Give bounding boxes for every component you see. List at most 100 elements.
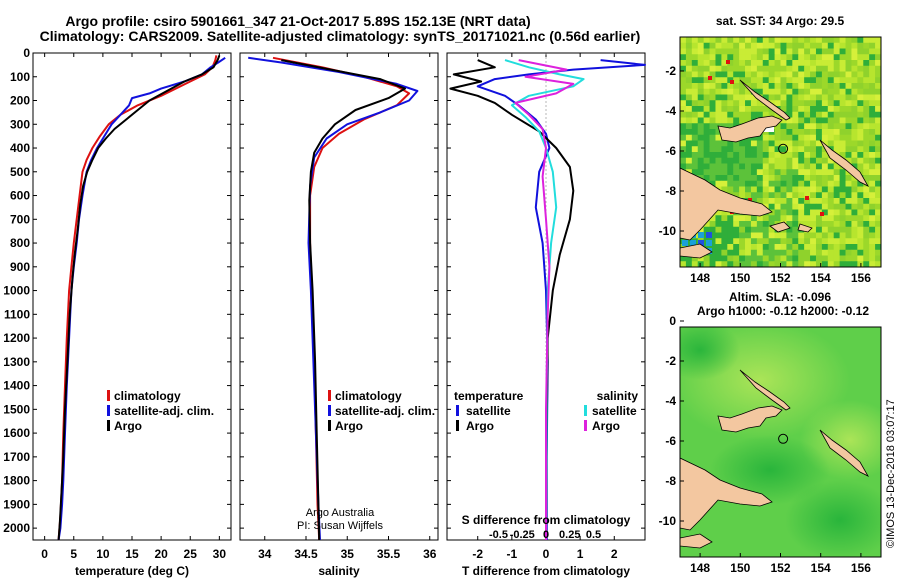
x-tick-label: 0 [41, 547, 48, 561]
legend-label-satellite: satellite-adj. clim. [335, 404, 435, 418]
temperature-axis-label: temperature (deg C) [75, 564, 189, 578]
y-tick-label: 300 [10, 117, 30, 131]
legend-swatch-argo [328, 420, 331, 431]
legend-swatch-argo [107, 420, 110, 431]
credit-org: Argo Australia [306, 507, 375, 519]
legend-label-t-satellite: satellite [466, 404, 511, 418]
map-x-tick-label: 150 [730, 271, 750, 285]
salinity-profile-marks: 34 34.5 35 35.5 36 [240, 52, 438, 561]
sst-argo-marker [778, 143, 789, 154]
y-tick-label: 700 [10, 212, 30, 226]
x-tick-label: 34 [258, 547, 272, 561]
sla-map-title: Altim. SLA: -0.096 [729, 290, 831, 304]
difference-legend: temperature satellite Argo salinity sate… [454, 389, 638, 433]
y-tick-label: 1500 [3, 402, 30, 416]
y-tick-label: 1800 [3, 474, 30, 488]
x-tick-label: 36 [423, 547, 437, 561]
map-y-tick-label: -8 [665, 184, 676, 198]
series-line-s-argo [514, 59, 575, 540]
legend-label-t-argo: Argo [466, 419, 494, 433]
x-tick-label: 25 [184, 547, 198, 561]
map-x-tick-label: 152 [770, 271, 790, 285]
header-line-2: Climatology: CARS2009. Satellite-adjuste… [40, 28, 641, 44]
map-y-tick-label: -4 [665, 394, 676, 408]
sst-map-title: sat. SST: 34 Argo: 29.5 [716, 14, 845, 28]
x-tick-label: 30 [213, 547, 227, 561]
difference-profile-marks: -2 -1 0 1 2 [447, 52, 646, 561]
legend-label-climatology: climatology [114, 389, 181, 403]
map-x-tick-label: 154 [811, 561, 831, 575]
legend-swatch-s-satellite [584, 405, 587, 416]
map-x-tick-label: 156 [851, 561, 871, 575]
map-x-tick-label: 148 [690, 561, 710, 575]
sla-map-subtitle: Argo h1000: -0.12 h2000: -0.12 [697, 304, 869, 318]
temperature-legend: climatology satellite-adj. clim. Argo [107, 389, 214, 433]
x-tick-label: 10 [96, 547, 110, 561]
series-line-climatology [57, 55, 218, 541]
y-tick-label: 2000 [3, 521, 30, 535]
map-y-tick-label: -2 [665, 64, 676, 78]
legend-label-s-argo: Argo [592, 419, 620, 433]
temperature-profile-marks: 0100200300400500600700800900100011001200… [3, 46, 231, 561]
x-tick-label: 20 [154, 547, 168, 561]
legend-title-salinity: salinity [597, 389, 639, 403]
map-y-tick-label: 0 [669, 314, 676, 328]
sst-land [680, 79, 870, 259]
sst-map [680, 37, 881, 267]
map-y-tick-label: -10 [659, 224, 677, 238]
sla-land [680, 369, 870, 549]
y-tick-label: 1900 [3, 497, 30, 511]
legend-label-argo: Argo [114, 419, 142, 433]
s-tick-label: -0.5 [489, 529, 508, 541]
y-tick-label: 1300 [3, 355, 30, 369]
x-tick-label: -1 [507, 547, 518, 561]
x-tick-label: -2 [472, 547, 483, 561]
x-tick-label: 35.5 [377, 547, 401, 561]
x-tick-label: 35 [341, 547, 355, 561]
legend-label-climatology: climatology [335, 389, 402, 403]
legend-label-satellite: satellite-adj. clim. [114, 404, 214, 418]
salinity-axis-label: salinity [318, 564, 360, 578]
series-line-satellite-adj-clim- [248, 56, 419, 541]
temperature-panel [32, 52, 232, 541]
map-y-tick-label: -4 [665, 104, 676, 118]
x-tick-label: 5 [70, 547, 77, 561]
map-y-tick-label: -6 [665, 144, 676, 158]
legend-swatch-s-argo [584, 420, 587, 431]
x-tick-label: 2 [611, 547, 618, 561]
map-x-tick-label: 156 [851, 271, 871, 285]
legend-swatch-climatology [107, 390, 110, 401]
legend-swatch-satellite [107, 405, 110, 416]
map-y-tick-label: -10 [659, 514, 677, 528]
y-tick-label: 1200 [3, 331, 30, 345]
sla-map [680, 327, 881, 557]
x-tick-label: 0 [543, 547, 550, 561]
sla-argo-marker [778, 433, 789, 444]
s-tick-label: 0 [543, 529, 549, 541]
y-tick-label: 400 [10, 141, 30, 155]
map-x-tick-label: 150 [730, 561, 750, 575]
y-tick-label: 200 [10, 94, 30, 108]
y-tick-label: 0 [23, 46, 30, 60]
legend-swatch-climatology [328, 390, 331, 401]
y-tick-label: 500 [10, 165, 30, 179]
series-line-argo [57, 55, 221, 541]
s-tick-label: 0.25 [559, 529, 580, 541]
map-x-tick-label: 152 [770, 561, 790, 575]
imos-stamp: ©IMOS 13-Dec-2018 03:07:17 [885, 399, 897, 548]
map-y-tick-label: -2 [665, 354, 676, 368]
legend-swatch-t-argo [456, 420, 459, 431]
y-tick-label: 1100 [4, 307, 30, 321]
map-y-tick-label: -6 [665, 434, 676, 448]
header-line-1: Argo profile: csiro 5901661_347 21-Oct-2… [65, 13, 530, 29]
x-tick-label: 1 [577, 547, 584, 561]
map-x-tick-label: 148 [690, 271, 710, 285]
map-x-tick-label: 154 [811, 271, 831, 285]
y-tick-label: 800 [10, 236, 30, 250]
legend-swatch-t-satellite [456, 405, 459, 416]
y-tick-label: 900 [10, 260, 30, 274]
y-tick-label: 1600 [3, 426, 30, 440]
s-difference-label: S difference from climatology [462, 513, 631, 527]
credit-pi: PI: Susan Wijffels [297, 520, 383, 532]
